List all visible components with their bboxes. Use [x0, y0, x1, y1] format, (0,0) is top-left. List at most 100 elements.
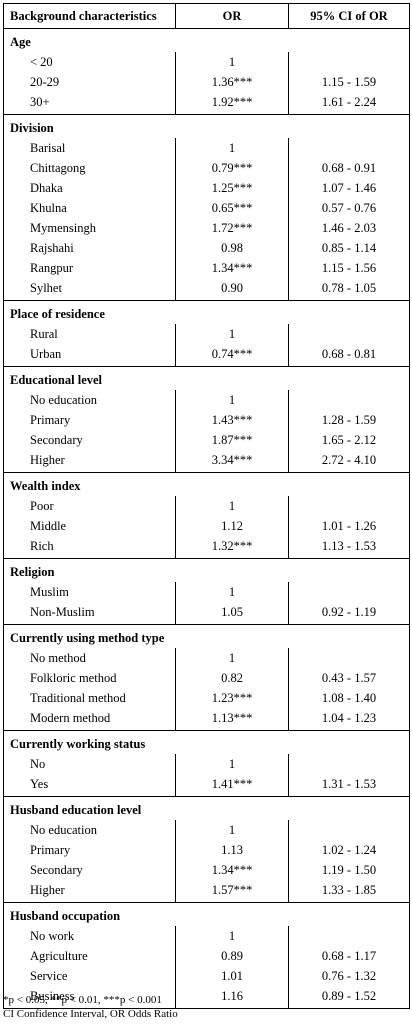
row-label: Poor	[3, 496, 176, 516]
confidence-interval-value: 1.61 - 2.24	[288, 92, 410, 115]
odds-ratio-value: 1.34***	[175, 258, 289, 278]
table-row: < 20 1	[3, 52, 410, 72]
odds-ratio-value: 1.16	[175, 986, 289, 1009]
row-label: 30+	[3, 92, 176, 115]
row-label: 20-29	[3, 72, 176, 92]
odds-ratio-value: 1.05	[175, 602, 289, 625]
row-label: Rural	[3, 324, 176, 344]
row-label: Sylhet	[3, 278, 176, 301]
table-row: Non-Muslim 1.05 0.92 - 1.19	[3, 602, 410, 625]
table-row: Barisal 1	[3, 138, 410, 158]
group-title-row: Educational level	[3, 366, 410, 390]
confidence-interval-value: 1.31 - 1.53	[288, 774, 410, 797]
row-label: Secondary	[3, 860, 176, 880]
table-group: Division Barisal 1 Chittagong 0.79*** 0.68 - …	[3, 114, 410, 301]
row-label: Folkloric method	[3, 668, 176, 688]
confidence-interval-value: 1.15 - 1.59	[288, 72, 410, 92]
group-title-row: Place of residence	[3, 300, 410, 324]
row-label: No work	[3, 926, 176, 946]
confidence-interval-value: 2.72 - 4.10	[288, 450, 410, 473]
table-row: Primary 1.43*** 1.28 - 1.59	[3, 410, 410, 430]
odds-ratio-value: 0.98	[175, 238, 289, 258]
table-group: Currently working status No 1 Yes 1.41*** 1.3…	[3, 730, 410, 797]
confidence-interval-value	[288, 138, 410, 158]
table-row: Mymensingh 1.72*** 1.46 - 2.03	[3, 218, 410, 238]
table-row: No education 1	[3, 820, 410, 840]
confidence-interval-value: 0.78 - 1.05	[288, 278, 410, 301]
confidence-interval-value: 0.68 - 0.81	[288, 344, 410, 367]
header-ci: 95% CI of OR	[288, 3, 410, 29]
odds-ratio-value: 1.13***	[175, 708, 289, 731]
group-title: Husband education level	[3, 796, 410, 820]
odds-ratio-value: 1.43***	[175, 410, 289, 430]
odds-ratio-value: 1	[175, 52, 289, 72]
group-title-row: Wealth index	[3, 472, 410, 496]
row-label: Business	[3, 986, 176, 1009]
row-label: Secondary	[3, 430, 176, 450]
confidence-interval-value: 0.57 - 0.76	[288, 198, 410, 218]
confidence-interval-value: 1.65 - 2.12	[288, 430, 410, 450]
table-group: Educational level No education 1 Primary 1.4…	[3, 366, 410, 473]
group-title-row: Currently working status	[3, 730, 410, 754]
confidence-interval-value: 0.68 - 1.17	[288, 946, 410, 966]
table-row: Higher 3.34*** 2.72 - 4.10	[3, 450, 410, 473]
confidence-interval-value: 1.02 - 1.24	[288, 840, 410, 860]
footnote-significance: *p < 0.05, **p < 0.01, ***p < 0.001	[3, 994, 162, 1006]
table-row: No method 1	[3, 648, 410, 668]
odds-ratio-value: 1.32***	[175, 536, 289, 559]
table-group: Currently using method type No method 1 Fol…	[3, 624, 410, 731]
group-title-row: Religion	[3, 558, 410, 582]
row-label: < 20	[3, 52, 176, 72]
row-label: Higher	[3, 450, 176, 473]
table-row: No 1	[3, 754, 410, 774]
row-label: Primary	[3, 410, 176, 430]
group-title-row: Husband occupation	[3, 902, 410, 926]
odds-ratio-value: 1	[175, 754, 289, 774]
table-row: Urban 0.74*** 0.68 - 0.81	[3, 344, 410, 367]
row-label: Modern method	[3, 708, 176, 731]
confidence-interval-value: 1.19 - 1.50	[288, 860, 410, 880]
odds-ratio-value: 1	[175, 324, 289, 344]
table-row: Poor 1	[3, 496, 410, 516]
odds-ratio-value: 1	[175, 820, 289, 840]
table-row: Middle 1.12 1.01 - 1.26	[3, 516, 410, 536]
table-row: Rajshahi 0.98 0.85 - 1.14	[3, 238, 410, 258]
group-title-row: Division	[3, 114, 410, 138]
table-row: Service 1.01 0.76 - 1.32	[3, 966, 410, 986]
confidence-interval-value	[288, 496, 410, 516]
odds-ratio-table: Background characteristics OR 95% CI of …	[3, 3, 410, 1009]
confidence-interval-value	[288, 324, 410, 344]
row-label: Agriculture	[3, 946, 176, 966]
odds-ratio-value: 1	[175, 496, 289, 516]
group-title-row: Currently using method type	[3, 624, 410, 648]
row-label: No	[3, 754, 176, 774]
odds-ratio-value: 1.92***	[175, 92, 289, 115]
table-row: 20-29 1.36*** 1.15 - 1.59	[3, 72, 410, 92]
table-row: Primary 1.13 1.02 - 1.24	[3, 840, 410, 860]
row-label: Primary	[3, 840, 176, 860]
confidence-interval-value: 1.15 - 1.56	[288, 258, 410, 278]
table-row: Agriculture 0.89 0.68 - 1.17	[3, 946, 410, 966]
odds-ratio-value: 1.72***	[175, 218, 289, 238]
confidence-interval-value: 1.28 - 1.59	[288, 410, 410, 430]
row-label: Khulna	[3, 198, 176, 218]
odds-ratio-value: 0.74***	[175, 344, 289, 367]
table-group: Husband education level No education 1 Prim…	[3, 796, 410, 903]
table-row: Dhaka 1.25*** 1.07 - 1.46	[3, 178, 410, 198]
odds-ratio-value: 3.34***	[175, 450, 289, 473]
odds-ratio-value: 1.57***	[175, 880, 289, 903]
row-label: Middle	[3, 516, 176, 536]
row-label: No method	[3, 648, 176, 668]
table-group: Religion Muslim 1 Non-Muslim 1.05 0.92 - 1.19	[3, 558, 410, 625]
odds-ratio-value: 1.25***	[175, 178, 289, 198]
row-label: Higher	[3, 880, 176, 903]
odds-ratio-value: 0.89	[175, 946, 289, 966]
group-title: Currently using method type	[3, 624, 410, 648]
table-group: Place of residence Rural 1 Urban 0.74*** 0.68…	[3, 300, 410, 367]
row-label: Yes	[3, 774, 176, 797]
group-title-row: Husband education level	[3, 796, 410, 820]
table-row: Secondary 1.87*** 1.65 - 2.12	[3, 430, 410, 450]
table-row: No work 1	[3, 926, 410, 946]
row-label: No education	[3, 820, 176, 840]
odds-ratio-value: 0.79***	[175, 158, 289, 178]
